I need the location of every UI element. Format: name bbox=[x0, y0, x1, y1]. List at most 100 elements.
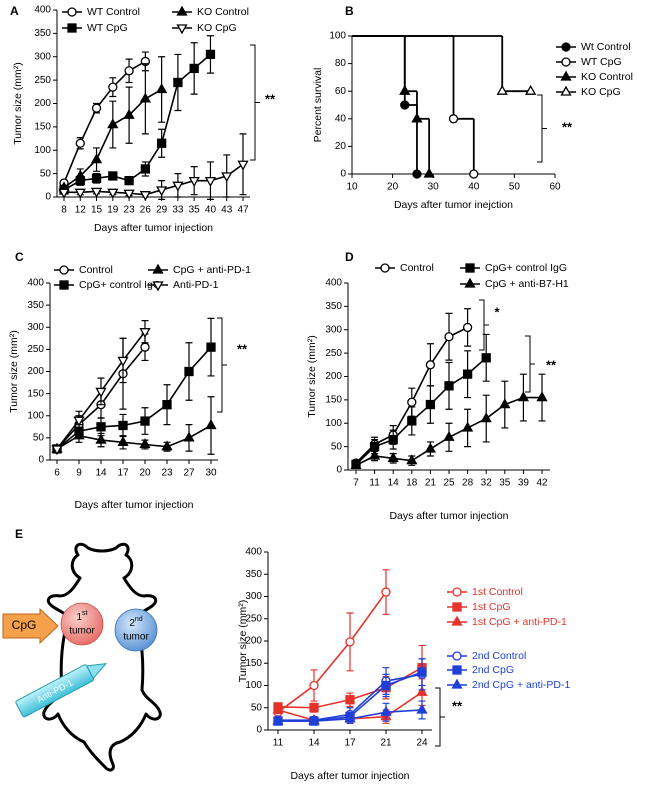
x-tick-label: 20 bbox=[387, 182, 399, 193]
x-tick-label: 26 bbox=[140, 205, 152, 216]
marker bbox=[173, 77, 183, 88]
y-tick-label: 200 bbox=[325, 371, 342, 382]
significance-label: ** bbox=[452, 698, 463, 713]
marker bbox=[400, 100, 410, 110]
legend-label: 2nd CpG bbox=[472, 664, 514, 676]
y-tick-label: 400 bbox=[245, 547, 262, 558]
marker bbox=[425, 360, 436, 370]
tumor-2-word: tumor bbox=[123, 632, 149, 643]
marker bbox=[560, 70, 572, 81]
x-tick-label: 35 bbox=[499, 478, 511, 489]
legend-label: 1st Control bbox=[472, 586, 523, 598]
y-tick-label: 0 bbox=[340, 169, 346, 180]
y-tick-label: 50 bbox=[33, 433, 45, 444]
tumor-1-number: 1 bbox=[76, 612, 82, 623]
marker bbox=[388, 434, 398, 445]
marker bbox=[350, 458, 362, 469]
marker bbox=[444, 381, 454, 391]
marker bbox=[91, 103, 102, 113]
y-axis-label: Tumor size (mm²) bbox=[306, 335, 318, 417]
marker bbox=[96, 422, 106, 432]
marker bbox=[140, 164, 151, 174]
x-tick-label: 24 bbox=[416, 738, 428, 749]
marker bbox=[183, 431, 195, 442]
marker bbox=[480, 412, 492, 423]
marker bbox=[67, 23, 77, 33]
marker bbox=[423, 167, 435, 178]
marker bbox=[139, 328, 151, 339]
x-tick-label: 15 bbox=[91, 205, 103, 216]
marker bbox=[95, 433, 107, 444]
y-tick-label: 400 bbox=[325, 278, 342, 289]
y-tick-label: 350 bbox=[34, 28, 51, 39]
significance-label: ** bbox=[237, 341, 248, 356]
x-tick-label: 23 bbox=[161, 468, 173, 479]
y-tick-label: 250 bbox=[325, 348, 342, 359]
x-tick-label: 33 bbox=[172, 205, 184, 216]
significance-bracket bbox=[435, 687, 445, 747]
marker bbox=[117, 356, 129, 367]
marker bbox=[189, 63, 199, 74]
marker bbox=[90, 153, 103, 164]
marker bbox=[344, 712, 356, 723]
legend-label: WT CpG bbox=[87, 22, 128, 34]
x-tick-label: 9 bbox=[76, 468, 82, 479]
panel-label: A bbox=[10, 4, 19, 18]
marker bbox=[73, 416, 85, 427]
significance-bracket bbox=[479, 299, 489, 351]
marker bbox=[387, 451, 399, 462]
x-tick-label: 28 bbox=[462, 478, 474, 489]
x-tick-label: 32 bbox=[481, 478, 493, 489]
y-tick-label: 100 bbox=[34, 145, 51, 156]
marker bbox=[451, 678, 463, 689]
panel-label: B bbox=[345, 4, 354, 18]
x-tick-label: 29 bbox=[156, 205, 168, 216]
x-tick-label: 18 bbox=[406, 478, 418, 489]
marker bbox=[369, 441, 380, 452]
y-tick-label: 0 bbox=[256, 725, 262, 736]
marker bbox=[107, 118, 119, 129]
significance-label: ** bbox=[265, 91, 276, 106]
tumor-1 bbox=[60, 602, 104, 646]
marker bbox=[560, 85, 572, 96]
panel-label: D bbox=[345, 250, 354, 264]
x-tick-label: 14 bbox=[308, 738, 320, 749]
x-tick-label: 50 bbox=[509, 182, 521, 193]
y-tick-label: 300 bbox=[27, 322, 44, 333]
tumor-1-label: 1st bbox=[76, 610, 87, 623]
legend-label: WT CpG bbox=[581, 56, 622, 68]
series-line bbox=[63, 60, 146, 184]
marker bbox=[139, 92, 151, 103]
marker bbox=[156, 138, 167, 148]
x-tick-label: 17 bbox=[117, 468, 129, 479]
y-tick-label: 300 bbox=[34, 51, 51, 62]
marker bbox=[156, 83, 168, 94]
marker bbox=[417, 667, 427, 677]
x-axis-label: Days after tumor inejction bbox=[394, 199, 513, 211]
significance-bracket bbox=[525, 335, 535, 393]
marker bbox=[117, 435, 129, 446]
marker bbox=[176, 5, 188, 16]
marker bbox=[74, 188, 86, 199]
y-tick-label: 350 bbox=[27, 300, 44, 311]
marker bbox=[308, 714, 320, 725]
tumor-2-label: 2nd bbox=[129, 616, 142, 629]
marker bbox=[451, 615, 463, 626]
y-tick-label: 250 bbox=[27, 344, 44, 355]
marker bbox=[139, 191, 151, 201]
y-axis-label: Tumor size (mm²) bbox=[237, 600, 249, 682]
legend-label: 2nd Control bbox=[472, 650, 526, 662]
y-tick-label: 400 bbox=[34, 5, 51, 16]
x-tick-label: 14 bbox=[388, 478, 400, 489]
x-tick-label: 10 bbox=[346, 182, 358, 193]
marker bbox=[345, 695, 355, 705]
x-tick-label: 17 bbox=[344, 738, 356, 749]
y-tick-label: 100 bbox=[329, 31, 346, 42]
marker bbox=[75, 138, 85, 148]
mouse-diagram: CpG 1st tumor 2nd tumor Anti-PD-1 bbox=[2, 542, 162, 772]
tumor-2-number: 2 bbox=[129, 618, 135, 629]
x-tick-label: 8 bbox=[61, 205, 67, 216]
y-tick-label: 50 bbox=[40, 168, 52, 179]
marker bbox=[237, 160, 249, 171]
